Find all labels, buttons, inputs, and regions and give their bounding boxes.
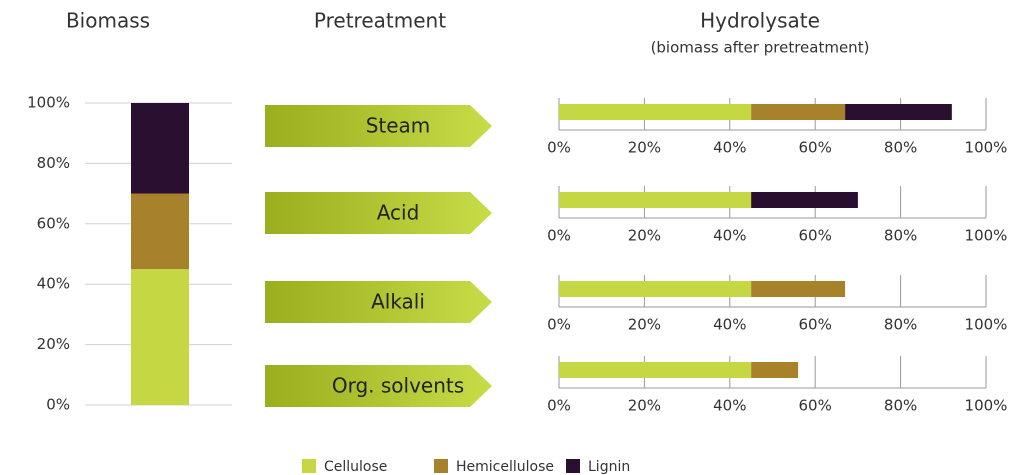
y-tick-label: 20% bbox=[37, 335, 70, 353]
x-tick-label: 20% bbox=[628, 316, 661, 334]
bar-segment bbox=[559, 192, 752, 208]
pretreatment-title: Pretreatment bbox=[314, 9, 446, 33]
pretreatment-label: Acid bbox=[377, 201, 420, 225]
x-tick-label: 40% bbox=[713, 139, 746, 157]
legend-label: Hemicellulose bbox=[456, 459, 554, 475]
pretreatment-arrow bbox=[265, 105, 492, 147]
legend-swatch bbox=[434, 459, 448, 473]
pretreatment-label: Steam bbox=[366, 114, 431, 138]
pretreatment-arrow bbox=[265, 365, 492, 407]
x-tick-label: 80% bbox=[884, 316, 917, 334]
bar-segment bbox=[131, 103, 189, 194]
x-tick-label: 100% bbox=[965, 316, 1008, 334]
x-tick-label: 0% bbox=[547, 316, 571, 334]
legend-swatch bbox=[566, 459, 580, 473]
y-tick-label: 60% bbox=[37, 214, 70, 232]
hydrolysate-title: Hydrolysate bbox=[700, 9, 820, 33]
pretreatment-label: Org. solvents bbox=[332, 374, 464, 398]
x-tick-label: 80% bbox=[884, 139, 917, 157]
bar-segment bbox=[751, 104, 846, 120]
hydrolysate-subtitle: (biomass after pretreatment) bbox=[651, 39, 870, 57]
x-tick-label: 60% bbox=[799, 397, 832, 415]
x-tick-label: 80% bbox=[884, 227, 917, 245]
legend-label: Cellulose bbox=[324, 459, 387, 475]
x-tick-label: 60% bbox=[799, 316, 832, 334]
x-tick-label: 100% bbox=[965, 227, 1008, 245]
bar-segment bbox=[845, 104, 952, 120]
y-tick-label: 40% bbox=[37, 275, 70, 293]
bar-segment bbox=[559, 104, 752, 120]
bar-segment bbox=[559, 362, 752, 378]
pretreatment-arrow bbox=[265, 281, 492, 323]
x-tick-label: 100% bbox=[965, 397, 1008, 415]
bar-segment bbox=[751, 192, 858, 208]
x-tick-label: 40% bbox=[713, 227, 746, 245]
legend-swatch bbox=[302, 459, 316, 473]
x-tick-label: 0% bbox=[547, 227, 571, 245]
x-tick-label: 100% bbox=[965, 139, 1008, 157]
x-tick-label: 20% bbox=[628, 397, 661, 415]
x-tick-label: 40% bbox=[713, 397, 746, 415]
x-tick-label: 20% bbox=[628, 139, 661, 157]
legend-label: Lignin bbox=[588, 459, 630, 475]
y-tick-label: 0% bbox=[46, 396, 70, 414]
pretreatment-arrow bbox=[265, 192, 492, 234]
x-tick-label: 60% bbox=[799, 139, 832, 157]
x-tick-label: 40% bbox=[713, 316, 746, 334]
bar-segment bbox=[131, 193, 189, 270]
x-tick-label: 0% bbox=[547, 397, 571, 415]
x-tick-label: 20% bbox=[628, 227, 661, 245]
bar-segment bbox=[559, 281, 752, 297]
x-tick-label: 60% bbox=[799, 227, 832, 245]
x-tick-label: 80% bbox=[884, 397, 917, 415]
y-tick-label: 100% bbox=[27, 94, 70, 112]
x-tick-label: 0% bbox=[547, 139, 571, 157]
pretreatment-label: Alkali bbox=[371, 290, 425, 314]
y-tick-label: 80% bbox=[37, 154, 70, 172]
bar-segment bbox=[131, 269, 189, 405]
bar-segment bbox=[751, 362, 799, 378]
bar-segment bbox=[751, 281, 846, 297]
biomass-title: Biomass bbox=[66, 9, 150, 33]
